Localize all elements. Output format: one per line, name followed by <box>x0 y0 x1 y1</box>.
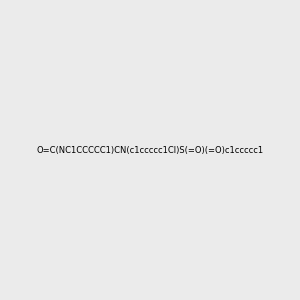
Text: O=C(NC1CCCCC1)CN(c1ccccc1Cl)S(=O)(=O)c1ccccc1: O=C(NC1CCCCC1)CN(c1ccccc1Cl)S(=O)(=O)c1c… <box>36 146 264 154</box>
